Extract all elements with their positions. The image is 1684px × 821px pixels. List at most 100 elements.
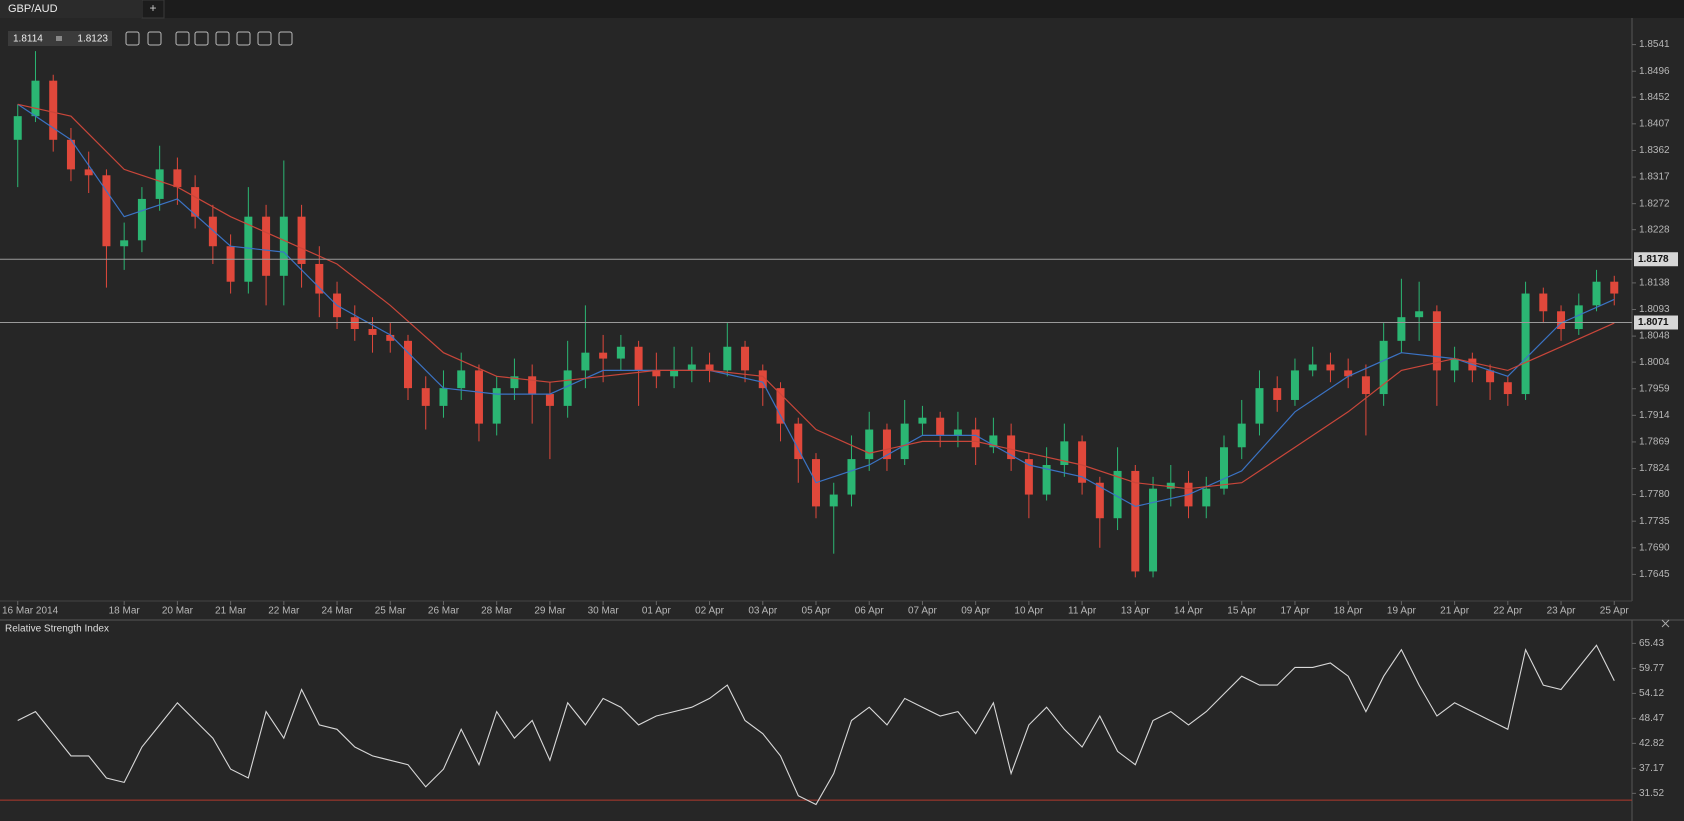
x-tick-label: 13 Apr <box>1121 606 1151 617</box>
candle-body <box>368 329 377 335</box>
horizontal-line-label: 1.8178 <box>1638 254 1669 265</box>
y-tick-label: 1.8048 <box>1639 331 1670 342</box>
candle-body <box>1415 311 1424 318</box>
moving-average <box>17 103 1615 508</box>
tab-title[interactable]: GBP/AUD <box>8 3 58 15</box>
y-tick-label: 1.8496 <box>1639 66 1670 77</box>
indicators[interactable] <box>215 31 230 46</box>
candle-body <box>31 80 40 117</box>
rsi-line <box>17 644 1615 806</box>
toolbar <box>125 31 293 46</box>
candle-body <box>1610 281 1619 294</box>
candle-body <box>670 370 679 377</box>
zoom-in[interactable] <box>147 31 162 46</box>
y-tick-label: 31.52 <box>1639 788 1664 799</box>
y-tick-label: 1.8093 <box>1639 304 1670 315</box>
chart-type[interactable] <box>194 31 209 46</box>
candle-body <box>1397 317 1406 341</box>
x-tick-label: 22 Mar <box>268 606 300 617</box>
ask-price: 1.8123 <box>77 34 108 45</box>
candle-body <box>1042 465 1051 495</box>
x-tick-label: 23 Apr <box>1547 606 1577 617</box>
horizontal-line-label: 1.8071 <box>1638 317 1669 328</box>
add-tab[interactable] <box>141 0 165 19</box>
candle-body <box>350 317 359 330</box>
y-tick-label: 1.7824 <box>1639 463 1670 474</box>
y-tick-label: 1.8541 <box>1639 39 1670 50</box>
candle-body <box>49 80 58 140</box>
x-tick-label: 09 Apr <box>961 606 991 617</box>
candle-body <box>971 429 980 448</box>
candle-body <box>208 216 217 247</box>
zoom-out[interactable] <box>125 31 140 46</box>
x-tick-label: 17 Apr <box>1280 606 1310 617</box>
candle-body <box>581 352 590 371</box>
candle-body <box>84 169 93 176</box>
candle-body <box>1113 470 1122 519</box>
timeframe[interactable] <box>175 31 190 46</box>
candle-body <box>404 340 412 389</box>
candle-body <box>155 169 164 199</box>
y-tick-label: 1.8228 <box>1639 224 1670 235</box>
y-tick-label: 1.8407 <box>1639 118 1670 129</box>
candle-body <box>563 370 572 406</box>
spread-marker <box>56 36 62 41</box>
drawing[interactable] <box>257 31 272 46</box>
candle-body <box>1539 293 1548 312</box>
candle-body <box>1326 364 1335 371</box>
candle-body <box>226 246 235 282</box>
candle-body <box>1131 470 1140 572</box>
y-tick-label: 1.8317 <box>1639 172 1670 183</box>
candle-body <box>13 116 22 140</box>
candle-body <box>1450 358 1459 371</box>
y-tick-label: 1.7869 <box>1639 437 1670 448</box>
x-tick-label: 30 Mar <box>588 606 620 617</box>
x-tick-label: 22 Apr <box>1493 606 1523 617</box>
candle-body <box>829 494 838 507</box>
x-tick-label: 26 Mar <box>428 606 460 617</box>
close-panel[interactable] <box>1661 619 1670 628</box>
y-tick-label: 1.7735 <box>1639 516 1670 527</box>
candle-body <box>1486 370 1495 383</box>
candle-body <box>102 175 111 247</box>
x-tick-label: 06 Apr <box>855 606 885 617</box>
candle-body <box>741 346 750 371</box>
x-tick-label: 18 Apr <box>1334 606 1364 617</box>
candle-body <box>1344 370 1353 377</box>
tab[interactable] <box>0 0 141 18</box>
candle-body <box>865 429 874 460</box>
candle-body <box>510 376 519 389</box>
x-tick-label: 02 Apr <box>695 606 725 617</box>
candle-body <box>1503 382 1512 395</box>
candle-body <box>1166 482 1175 489</box>
candle-body <box>262 216 271 276</box>
candle-body <box>1060 441 1069 466</box>
y-tick-label: 54.12 <box>1639 688 1664 699</box>
candle-body <box>758 370 767 389</box>
candle-body <box>1432 311 1441 371</box>
candle-body <box>1379 340 1388 395</box>
candle-body <box>173 169 182 188</box>
horizontal-line-tag <box>1634 315 1678 330</box>
add-tab-label[interactable]: + <box>149 1 156 15</box>
x-tick-label: 19 Apr <box>1387 606 1417 617</box>
candle-body <box>297 216 306 264</box>
candle-body <box>474 370 483 424</box>
y-tick-label: 42.82 <box>1639 738 1664 749</box>
x-tick-label: 24 Mar <box>321 606 353 617</box>
candle-body <box>776 388 785 424</box>
candle-body <box>1202 488 1211 507</box>
candle-body <box>1574 305 1583 330</box>
rsi-title: Relative Strength Index <box>5 624 109 635</box>
edit[interactable] <box>278 31 293 46</box>
x-tick-label: 14 Apr <box>1174 606 1204 617</box>
candle-body <box>687 364 696 371</box>
x-tick-label: 21 Mar <box>215 606 247 617</box>
candle-body <box>616 346 625 359</box>
x-tick-label: 11 Apr <box>1068 606 1097 617</box>
templates[interactable] <box>236 31 251 46</box>
y-tick-label: 1.7690 <box>1639 542 1670 553</box>
x-tick-label: 25 Mar <box>375 606 407 617</box>
candle-body <box>1078 441 1087 483</box>
